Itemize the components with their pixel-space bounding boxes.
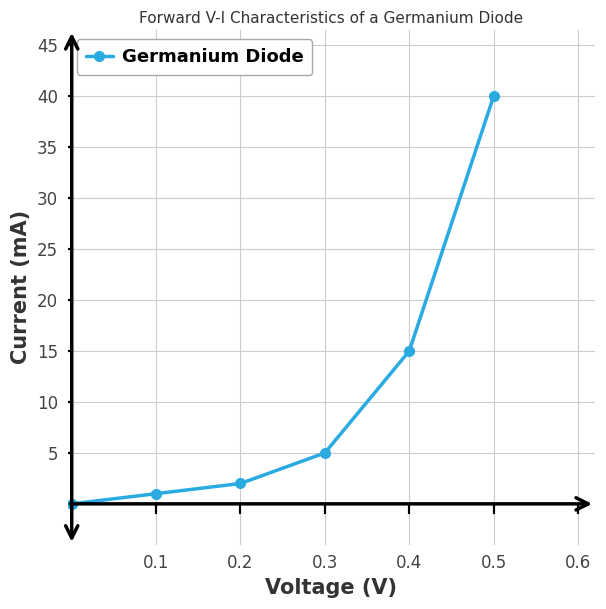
- Legend: Germanium Diode: Germanium Diode: [76, 39, 313, 75]
- Y-axis label: Current (mA): Current (mA): [11, 210, 31, 364]
- Germanium Diode: [490, 93, 498, 100]
- Line: Germanium Diode: Germanium Diode: [67, 91, 499, 509]
- Germanium Diode: [321, 449, 328, 457]
- Germanium Diode: [153, 490, 160, 498]
- Germanium Diode: [68, 500, 75, 507]
- Germanium Diode: [237, 480, 244, 487]
- Title: Forward V-I Characteristics of a Germanium Diode: Forward V-I Characteristics of a Germani…: [139, 11, 523, 26]
- Germanium Diode: [405, 347, 413, 354]
- X-axis label: Voltage (V): Voltage (V): [265, 578, 397, 598]
